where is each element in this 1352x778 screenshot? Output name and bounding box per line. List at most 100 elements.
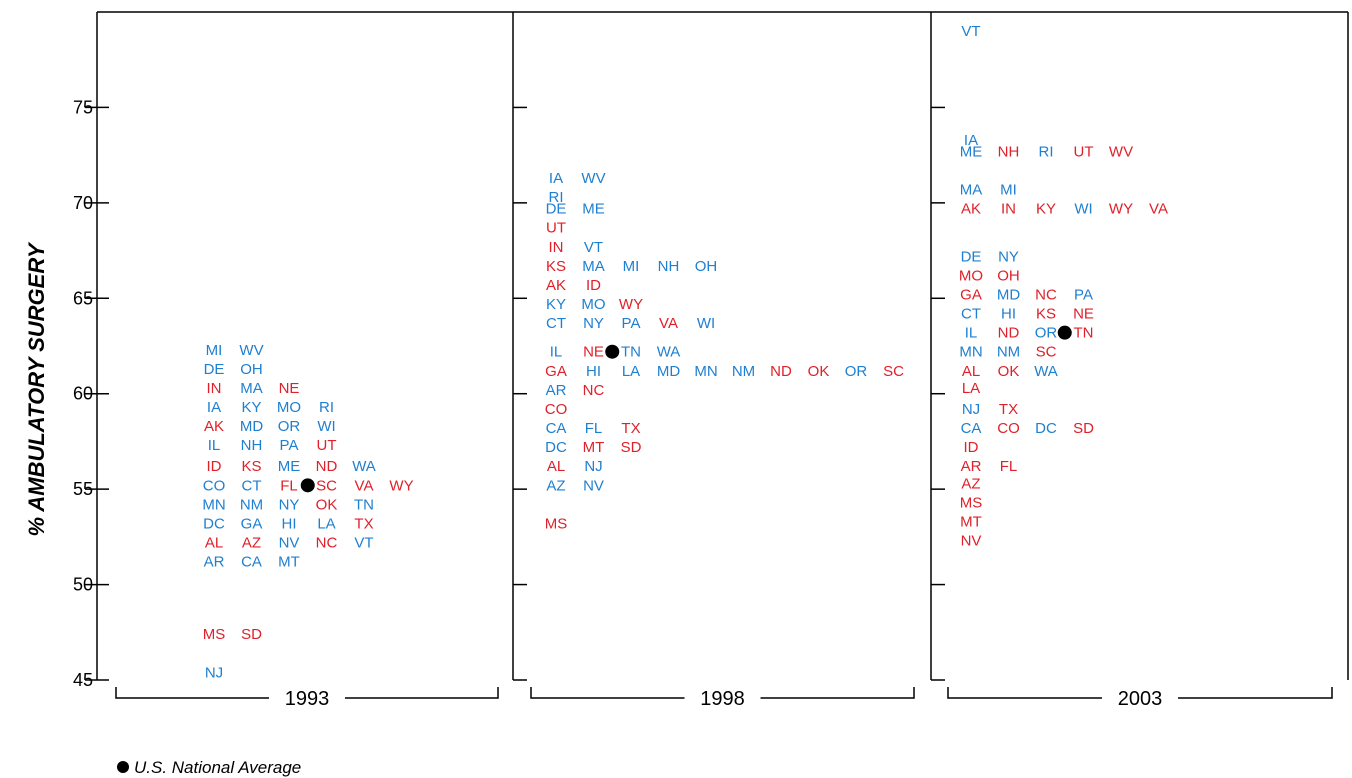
state-label-1993-ME: ME [278, 458, 301, 475]
legend-average-marker [117, 761, 129, 773]
state-label-1993-HI: HI [282, 515, 297, 532]
y-tick-label-55: 55 [73, 479, 93, 499]
state-label-1998-WY: WY [619, 296, 643, 313]
state-label-1993-WA: WA [352, 458, 376, 475]
state-label-1993-MD: MD [240, 418, 263, 435]
state-label-2003-RI: RI [1039, 143, 1054, 160]
state-label-2003-UT: UT [1074, 143, 1094, 160]
state-label-1998-VT: VT [584, 239, 603, 256]
state-label-2003-DE: DE [961, 248, 982, 265]
state-label-1998-FL: FL [585, 420, 603, 437]
state-label-1993-IN: IN [207, 380, 222, 397]
state-label-1998-CA: CA [546, 420, 567, 437]
state-label-2003-MS: MS [960, 495, 983, 512]
state-label-2003-FL: FL [1000, 458, 1018, 475]
bracket-left-2003 [947, 687, 1102, 699]
state-label-1998-UT: UT [546, 220, 566, 237]
state-label-1993-AK: AK [204, 418, 224, 435]
state-label-1998-NJ: NJ [584, 458, 602, 475]
bracket-right-1993 [345, 687, 499, 699]
state-label-1998-VA: VA [659, 315, 678, 332]
state-label-1993-SC: SC [316, 477, 337, 494]
state-label-2003-NH: NH [998, 143, 1020, 160]
state-label-1998-OH: OH [695, 258, 718, 275]
period-1993: MI WV DE OH IN MA NE IA KY MO RI AK MD OR WI IL NH PA UT ID… [115, 342, 499, 710]
bracket-left-1993 [115, 687, 269, 699]
state-label-1993-WV: WV [239, 342, 263, 359]
state-label-1998-WI: WI [697, 315, 715, 332]
state-label-1993-AL: AL [205, 535, 223, 552]
state-label-2003-ND: ND [998, 325, 1020, 342]
average-marker-2003 [1057, 325, 1072, 340]
state-label-1998-MA: MA [582, 258, 605, 275]
state-label-1993-OR: OR [278, 418, 301, 435]
state-label-2003-ME: ME [960, 143, 983, 160]
state-label-2003-NY: NY [998, 248, 1019, 265]
state-label-1998-GA: GA [545, 363, 567, 380]
state-label-1993-WI: WI [317, 418, 335, 435]
state-label-1998-MO: MO [581, 296, 605, 313]
state-label-1993-AR: AR [204, 554, 225, 571]
state-label-1993-PA: PA [280, 437, 299, 454]
state-label-1998-ID: ID [586, 277, 601, 294]
state-label-2003-NJ: NJ [962, 401, 980, 418]
y-axis: 45 50 55 60 65 70 75 [73, 97, 945, 690]
state-label-2003-WV: WV [1109, 143, 1133, 160]
state-label-2003-NM: NM [997, 344, 1020, 361]
period-label-1998: 1998 [700, 688, 745, 710]
state-label-1993-DE: DE [204, 361, 225, 378]
state-label-1998-DC: DC [545, 439, 567, 456]
state-label-2003-MD: MD [997, 286, 1020, 303]
state-label-2003-WI: WI [1074, 201, 1092, 218]
bracket-right-2003 [1178, 687, 1333, 699]
y-tick-label-70: 70 [73, 193, 93, 213]
state-label-1998-AR: AR [546, 382, 567, 399]
state-label-2003-KS: KS [1036, 306, 1056, 323]
state-label-1993-MS: MS [203, 626, 226, 643]
state-label-1998-MT: MT [583, 439, 605, 456]
state-label-2003-ID: ID [964, 439, 979, 456]
state-label-2003-KY: KY [1036, 201, 1056, 218]
state-label-1993-ND: ND [316, 458, 338, 475]
state-label-1998-HI: HI [586, 363, 601, 380]
state-label-1998-IL: IL [550, 344, 563, 361]
state-label-1998-NM: NM [732, 363, 755, 380]
state-label-1993-MA: MA [240, 380, 263, 397]
state-label-2003-CA: CA [961, 420, 982, 437]
state-label-1993-NC: NC [316, 535, 338, 552]
state-label-2003-WA: WA [1034, 363, 1058, 380]
state-label-1993-KY: KY [241, 399, 261, 416]
state-label-1998-KS: KS [546, 258, 566, 275]
state-label-2003-MA: MA [960, 181, 983, 198]
state-label-1993-RI: RI [319, 399, 334, 416]
state-label-2003-MT: MT [960, 514, 982, 531]
state-label-1998-NE: NE [583, 344, 604, 361]
state-label-1993-MT: MT [278, 554, 300, 571]
state-label-1993-NY: NY [279, 496, 300, 513]
state-label-1998-TN: TN [621, 344, 641, 361]
average-marker-1998 [605, 344, 620, 359]
state-label-1998-MS: MS [545, 515, 568, 532]
state-label-1993-IA: IA [207, 399, 221, 416]
y-tick-label-60: 60 [73, 384, 93, 404]
state-label-1998-NC: NC [583, 382, 605, 399]
state-label-2003-CT: CT [961, 306, 981, 323]
state-label-1993-CA: CA [241, 554, 262, 571]
state-label-1998-DE: DE [546, 201, 567, 218]
state-label-2003-AL: AL [962, 363, 980, 380]
state-label-2003-SC: SC [1036, 344, 1057, 361]
state-label-1998-TX: TX [621, 420, 640, 437]
state-label-2003-NC: NC [1035, 286, 1057, 303]
state-label-1993-DC: DC [203, 515, 225, 532]
state-label-1998-NY: NY [583, 315, 604, 332]
y-tick-label-50: 50 [73, 575, 93, 595]
state-label-2003-VA: VA [1149, 201, 1168, 218]
state-label-1993-TX: TX [354, 515, 373, 532]
state-label-2003-AZ: AZ [961, 475, 980, 492]
state-label-1993-UT: UT [317, 437, 337, 454]
state-label-2003-DC: DC [1035, 420, 1057, 437]
state-label-1998-AK: AK [546, 277, 566, 294]
state-label-1993-OH: OH [240, 361, 263, 378]
state-label-1993-OK: OK [316, 496, 338, 513]
